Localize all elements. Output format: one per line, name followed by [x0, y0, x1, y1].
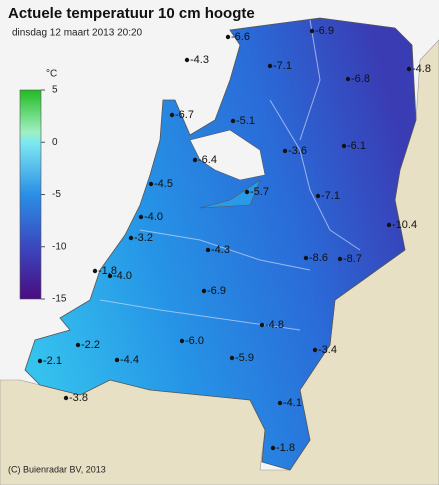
- station-value: -6.9: [207, 285, 226, 297]
- station-value: -1.8: [98, 265, 117, 277]
- flevoland-edge: [199, 179, 261, 209]
- station-dot: [315, 193, 321, 199]
- station-value: -7.1: [273, 60, 292, 72]
- station-value: -10.4: [392, 219, 417, 231]
- station-dot: [179, 338, 185, 344]
- station-value: -5.7: [250, 186, 269, 198]
- station-value: -6.1: [347, 140, 366, 152]
- station-value: -6.7: [175, 109, 194, 121]
- station-value: -4.5: [154, 178, 173, 190]
- legend-tick-label: 0: [52, 137, 58, 148]
- station-dot: [63, 395, 69, 401]
- station-value: -8.6: [309, 252, 328, 264]
- station-dot: [244, 189, 250, 195]
- legend-tick-label: -10: [52, 241, 67, 252]
- station-dot: [270, 445, 276, 451]
- station-dot: [267, 63, 273, 69]
- station-dot: [92, 268, 98, 274]
- station-value: -1.8: [276, 442, 295, 454]
- station-dot: [201, 288, 207, 294]
- station-dot: [169, 112, 175, 118]
- station-dot: [277, 400, 283, 406]
- station-dot: [37, 358, 43, 364]
- station-value: -5.9: [235, 352, 254, 364]
- station-dot: [114, 357, 120, 363]
- legend-unit: °C: [46, 69, 57, 80]
- station-dot: [406, 66, 412, 72]
- station-value: -4.3: [211, 244, 230, 256]
- station-dot: [230, 118, 236, 124]
- station-value: -6.0: [185, 335, 204, 347]
- legend-tick-label: -5: [52, 189, 61, 200]
- legend-tick-label: -15: [52, 294, 67, 305]
- station-value: -2.1: [43, 355, 62, 367]
- ijsselmeer: [189, 129, 266, 181]
- stations: -6.6 -6.9 -4.3 -7.1 -4.8 -6.8 -6.7 -5.1 -3.6 -6.1…: [37, 25, 431, 454]
- station-dot: [312, 347, 318, 353]
- station-dot: [75, 342, 81, 348]
- station-value: -3.4: [318, 344, 337, 356]
- station-value: -2.2: [81, 339, 100, 351]
- station-dot: [184, 57, 190, 63]
- station-value: -3.8: [69, 392, 88, 404]
- title: Actuele temperatuur 10 cm hoogte: [8, 5, 255, 22]
- station-dot: [128, 235, 134, 241]
- station-dot: [282, 148, 288, 154]
- station-dot: [107, 273, 113, 279]
- station-dot: [386, 222, 392, 228]
- netherlands: [24, 17, 417, 471]
- legend-ticks: 5 0 -5 -10 -15: [41, 85, 67, 305]
- station-dot: [148, 181, 154, 187]
- station-value: -5.1: [236, 115, 255, 127]
- subtitle: dinsdag 12 maart 2013 20:20: [12, 28, 143, 39]
- station-value: -6.6: [231, 31, 250, 43]
- station-value: -7.1: [321, 190, 340, 202]
- colorbar: [19, 89, 42, 300]
- station-dot: [309, 28, 315, 34]
- station-value: -4.0: [144, 211, 163, 223]
- station-value: -3.6: [288, 145, 307, 157]
- station-dot: [225, 34, 231, 40]
- station-value: -6.9: [315, 25, 334, 37]
- station-value: -4.1: [283, 397, 302, 409]
- station-dot: [337, 256, 343, 262]
- station-value: -4.4: [120, 354, 139, 366]
- station-dot: [229, 355, 235, 361]
- station-dot: [303, 255, 309, 261]
- station-value: -4.8: [265, 319, 284, 331]
- legend-tick-label: 5: [52, 85, 58, 96]
- station-value: -4.0: [113, 270, 132, 282]
- copyright: (C) Buienradar BV, 2013: [8, 464, 106, 474]
- station-dot: [259, 322, 265, 328]
- station-value: -4.3: [190, 54, 209, 66]
- station-value: -8.7: [343, 253, 362, 265]
- station-dot: [138, 214, 144, 220]
- station-dot: [192, 157, 198, 163]
- station-value: -4.8: [412, 63, 431, 75]
- province-borders: [99, 19, 361, 331]
- station-value: -6.8: [351, 73, 370, 85]
- station-dot: [341, 143, 347, 149]
- station-value: -3.2: [134, 232, 153, 244]
- station-dot: [345, 76, 351, 82]
- station-value: -6.4: [198, 154, 217, 166]
- station-dot: [205, 247, 211, 253]
